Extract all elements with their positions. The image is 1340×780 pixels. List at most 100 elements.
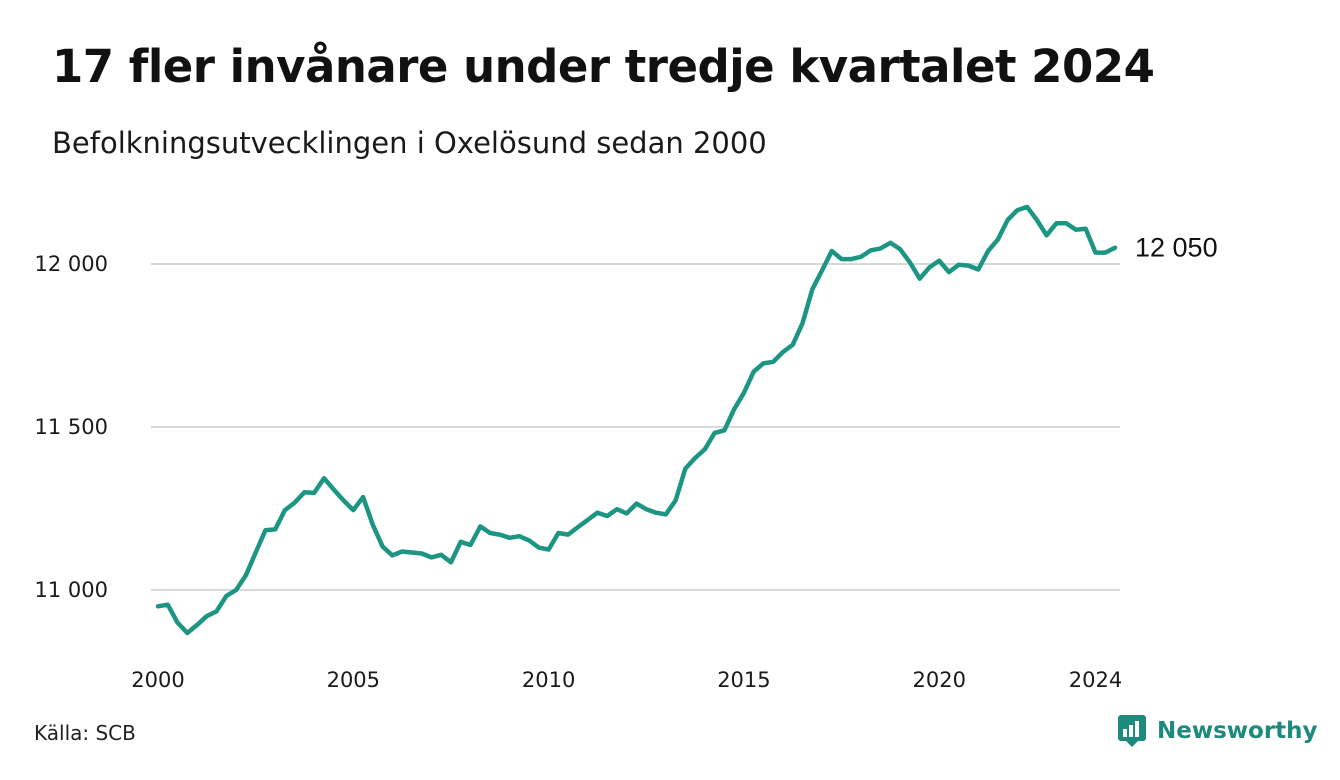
data-point xyxy=(1005,218,1009,222)
x-tick-label: 2005 xyxy=(327,668,380,692)
data-point xyxy=(283,508,287,512)
data-point xyxy=(1044,233,1048,237)
data-point xyxy=(244,573,248,577)
data-point xyxy=(703,447,707,451)
gridlines xyxy=(151,263,1120,591)
data-point xyxy=(878,246,882,250)
data-point xyxy=(488,531,492,535)
data-point xyxy=(322,476,326,480)
data-point xyxy=(166,602,170,606)
data-point xyxy=(468,543,472,547)
data-point xyxy=(791,343,795,347)
data-point xyxy=(263,528,267,532)
data-point xyxy=(312,491,316,495)
data-point xyxy=(761,361,765,365)
data-point xyxy=(771,360,775,364)
data-point xyxy=(644,507,648,511)
data-point xyxy=(566,532,570,536)
data-point xyxy=(195,623,199,627)
data-point xyxy=(351,508,355,512)
data-point xyxy=(273,527,277,531)
data-point xyxy=(947,270,951,274)
data-point xyxy=(537,545,541,549)
data-point xyxy=(419,551,423,555)
y-tick-label: 11 500 xyxy=(35,415,108,439)
data-point xyxy=(1064,221,1068,225)
data-point xyxy=(341,498,345,502)
data-point xyxy=(332,487,336,491)
data-point xyxy=(429,555,433,559)
x-tick-label: 2015 xyxy=(717,668,770,692)
data-point xyxy=(673,498,677,502)
data-point xyxy=(449,560,453,564)
x-axis-labels: 2000 2005 2010 2015 2020 2024 xyxy=(131,668,1122,692)
data-point xyxy=(302,490,306,494)
last-value-label: 12 050 xyxy=(1135,233,1218,263)
data-point xyxy=(478,524,482,528)
data-point xyxy=(1093,250,1097,254)
data-point xyxy=(400,549,404,553)
chart-subtitle: Befolkningsutvecklingen i Oxelösund seda… xyxy=(52,126,767,160)
x-tick-label: 2010 xyxy=(522,668,575,692)
data-point xyxy=(634,501,638,505)
y-tick-label: 11 000 xyxy=(35,578,108,602)
series-line xyxy=(155,204,1118,636)
data-point xyxy=(1015,208,1019,212)
data-point xyxy=(214,609,218,613)
data-point xyxy=(390,553,394,557)
data-point xyxy=(957,262,961,266)
data-point xyxy=(1113,246,1117,250)
data-point xyxy=(820,268,824,272)
data-point xyxy=(869,248,873,252)
y-axis-labels: 11 000 11 500 12 000 xyxy=(35,252,108,602)
data-point xyxy=(898,247,902,251)
newsworthy-logo-icon xyxy=(1118,715,1146,747)
data-point xyxy=(908,260,912,264)
data-point xyxy=(1054,221,1058,225)
x-tick-label: 2000 xyxy=(131,668,184,692)
data-point xyxy=(605,514,609,518)
data-point xyxy=(371,523,375,527)
data-point xyxy=(576,525,580,529)
data-point xyxy=(507,536,511,540)
source-note: Källa: SCB xyxy=(34,721,136,745)
data-point xyxy=(585,518,589,522)
data-point xyxy=(830,249,834,253)
data-point xyxy=(1025,205,1029,209)
data-point xyxy=(976,267,980,271)
data-point xyxy=(859,255,863,259)
data-point xyxy=(1035,218,1039,222)
data-point xyxy=(380,544,384,548)
data-point xyxy=(527,538,531,542)
data-point xyxy=(156,604,160,608)
data-point xyxy=(517,534,521,538)
data-point xyxy=(654,511,658,515)
data-point xyxy=(683,467,687,471)
data-point xyxy=(234,588,238,592)
data-point xyxy=(224,594,228,598)
data-point xyxy=(625,511,629,515)
brand-name: Newsworthy xyxy=(1157,718,1318,744)
data-point xyxy=(556,531,560,535)
data-point xyxy=(996,237,1000,241)
data-point xyxy=(664,512,668,516)
data-point xyxy=(986,249,990,253)
data-point xyxy=(293,500,297,504)
data-point xyxy=(1103,250,1107,254)
data-point xyxy=(546,547,550,551)
x-tick-label: 2024 xyxy=(1069,668,1122,692)
data-point xyxy=(1074,228,1078,232)
data-point xyxy=(888,241,892,245)
data-point xyxy=(410,550,414,554)
data-point xyxy=(1084,227,1088,231)
data-point xyxy=(966,263,970,267)
data-point xyxy=(810,287,814,291)
data-point xyxy=(917,276,921,280)
data-point xyxy=(839,257,843,261)
data-point xyxy=(498,532,502,536)
data-point xyxy=(732,407,736,411)
data-point xyxy=(459,540,463,544)
chart-title: 17 fler invånare under tredje kvartalet … xyxy=(52,40,1155,93)
data-point xyxy=(751,369,755,373)
